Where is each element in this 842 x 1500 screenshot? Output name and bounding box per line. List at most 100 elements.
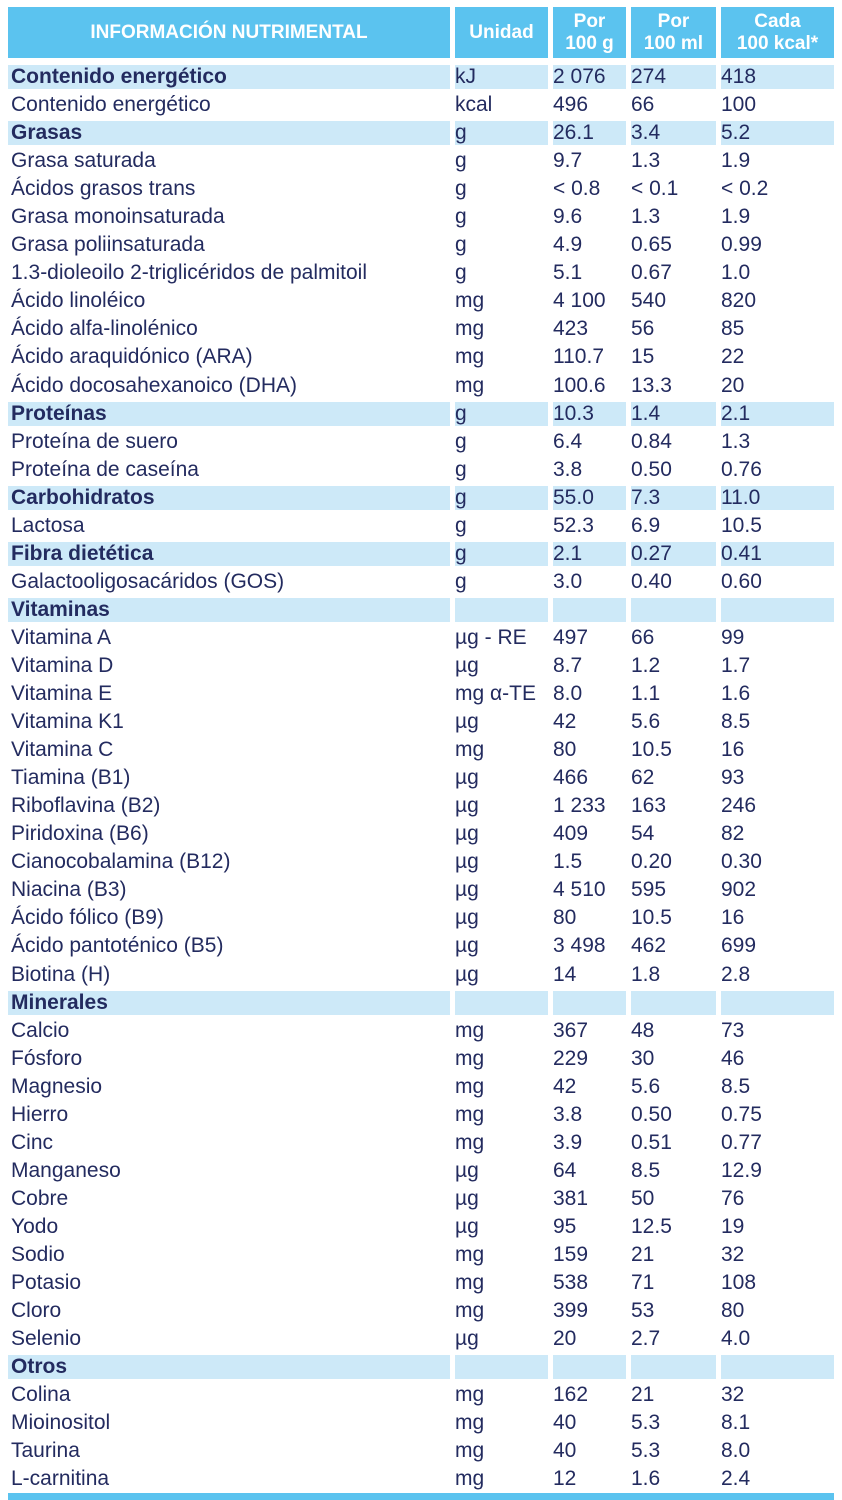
per-100kcal-cell: 0.30	[721, 850, 762, 874]
unit-cell: µg	[455, 1214, 479, 1238]
per-100g-cell: < 0.8	[553, 177, 601, 201]
per-100ml-cell: 1.3	[631, 149, 661, 173]
unit-cell: µg	[455, 906, 479, 930]
unit-cell: mg	[455, 1018, 485, 1042]
per-100g-cell: 229	[553, 1046, 589, 1070]
per-100ml-cell: 0.50	[631, 457, 672, 481]
nutrient-row: Piridoxina (B6) µg 409 54 82	[8, 820, 834, 848]
per-100ml-cell: 10.5	[631, 906, 672, 930]
unit-cell: mg	[455, 317, 485, 341]
per-100ml-cell: 66	[631, 625, 655, 649]
nutrient-row: Contenido energético kcal 496 66 100	[8, 91, 834, 119]
per-100g-cell: 80	[553, 738, 577, 762]
per-100kcal-cell: 0.76	[721, 457, 762, 481]
nutrient-row: Ácidos grasos trans g < 0.8 < 0.1 < 0.2	[8, 175, 834, 203]
table-header: INFORMACIÓN NUTRIMENTAL Unidad Por 100 g…	[8, 7, 834, 58]
per-100kcal-cell: 1.9	[721, 149, 751, 173]
unit-cell: µg	[455, 850, 479, 874]
nutrient-label: Cianocobalamina (B12)	[11, 850, 231, 874]
per-100kcal-cell: 820	[721, 289, 757, 313]
per-100ml-cell: 30	[631, 1046, 655, 1070]
per-100g-cell: 14	[553, 962, 577, 986]
nutrient-row: Vitamina D µg 8.7 1.2 1.7	[8, 652, 834, 680]
nutrient-row: Grasas g 26.1 3.4 5.2	[8, 119, 834, 148]
nutrient-row: Proteína de suero g 6.4 0.84 1.3	[8, 428, 834, 456]
nutrient-label: Vitamina D	[11, 654, 114, 677]
per-100ml-cell: 54	[631, 822, 655, 846]
nutrient-row: Ácido fólico (B9) µg 80 10.5 16	[8, 904, 834, 932]
per-100g-cell: 4 510	[553, 878, 606, 902]
unit-cell: g	[455, 119, 548, 148]
per-100ml-cell: 21	[631, 1383, 655, 1407]
per-100kcal-cell	[721, 988, 834, 1017]
nutrient-label: Manganeso	[11, 1158, 121, 1182]
nutrient-label: Ácido pantoténico (B5)	[11, 934, 224, 958]
per-100kcal-cell: 0.99	[721, 233, 762, 257]
nutrient-row: 1.3-dioleoilo 2-triglicéridos de palmito…	[8, 259, 834, 287]
nutrient-row: Magnesio mg 42 5.6 8.5	[8, 1073, 834, 1101]
unit-cell: kJ	[455, 63, 548, 92]
header-title: INFORMACIÓN NUTRIMENTAL	[8, 7, 450, 58]
per-100ml-cell	[631, 1353, 716, 1382]
nutrient-row: Grasa monoinsaturada g 9.6 1.3 1.9	[8, 203, 834, 231]
per-100g-cell: 3.8	[553, 457, 583, 481]
nutrient-label: Ácido linoléico	[11, 289, 146, 313]
nutrient-label: Hierro	[11, 1102, 69, 1126]
per-100kcal-cell: 246	[721, 794, 757, 818]
per-100ml-cell: 0.51	[631, 1130, 672, 1154]
unit-cell: mg	[455, 373, 485, 397]
per-100g-cell: 4.9	[553, 233, 583, 257]
nutrient-label: Calcio	[11, 1018, 70, 1042]
unit-cell: g	[455, 483, 548, 512]
per-100ml-cell: < 0.1	[631, 177, 679, 201]
nutrient-label: Ácidos grasos trans	[11, 177, 196, 201]
nutrient-row: Biotina (H) µg 14 1.8 2.8	[8, 961, 834, 989]
per-100kcal-cell: 32	[721, 1383, 745, 1407]
unit-cell: µg	[455, 962, 479, 986]
unit-cell: g	[455, 233, 467, 257]
header-col-por-100ml-line1: Por	[657, 10, 690, 32]
nutrient-label: Minerales	[8, 988, 450, 1017]
per-100ml-cell: 48	[631, 1018, 655, 1042]
per-100g-cell: 423	[553, 317, 589, 341]
header-col-por-100g-line1: Por	[573, 10, 606, 32]
header-col-cada-100kcal-line1: Cada	[754, 10, 801, 32]
nutrient-row: Proteínas g 10.3 1.4 2.1	[8, 399, 834, 428]
unit-cell	[455, 988, 548, 1017]
per-100g-cell: 1 233	[553, 794, 606, 818]
per-100kcal-cell: 16	[721, 906, 745, 930]
per-100ml-cell	[631, 988, 716, 1017]
header-col-cada-100kcal: Cada 100 kcal*	[721, 7, 834, 58]
per-100g-cell: 381	[553, 1186, 589, 1210]
unit-cell: mg	[455, 1411, 485, 1435]
per-100g-cell: 10.3	[553, 399, 626, 428]
per-100kcal-cell: 418	[721, 63, 834, 92]
per-100kcal-cell: 2.1	[721, 399, 834, 428]
unit-cell: µg	[455, 1186, 479, 1210]
nutrient-row: Yodo µg 95 12.5 19	[8, 1213, 834, 1241]
nutrient-label: Magnesio	[11, 1074, 103, 1098]
unit-cell: µg	[455, 822, 479, 846]
unit-cell: µg	[455, 654, 479, 677]
per-100kcal-cell: 2.4	[721, 1467, 751, 1491]
nutrient-label: Biotina (H)	[11, 962, 111, 986]
per-100kcal-cell: 82	[721, 822, 745, 846]
nutrient-row: Fósforo mg 229 30 46	[8, 1045, 834, 1073]
header-col-cada-100kcal-line2: 100 kcal*	[736, 32, 819, 54]
per-100ml-cell: 5.6	[631, 710, 661, 734]
nutrient-row: Hierro mg 3.8 0.50 0.75	[8, 1101, 834, 1129]
nutrient-label: Potasio	[11, 1271, 82, 1295]
unit-cell: mg	[455, 1130, 485, 1154]
per-100ml-cell: 6.9	[631, 513, 661, 537]
unit-cell: mg	[455, 1299, 485, 1323]
unit-cell: g	[455, 205, 467, 229]
nutrient-label: Selenio	[11, 1327, 82, 1351]
nutrient-label: Lactosa	[11, 513, 85, 537]
per-100ml-cell: 1.1	[631, 682, 661, 706]
per-100kcal-cell: 99	[721, 625, 745, 649]
per-100kcal-cell	[721, 595, 834, 624]
per-100g-cell: 42	[553, 710, 577, 734]
header-col-unidad: Unidad	[455, 7, 548, 58]
per-100g-cell: 42	[553, 1074, 577, 1098]
per-100g-cell: 8.7	[553, 654, 583, 677]
